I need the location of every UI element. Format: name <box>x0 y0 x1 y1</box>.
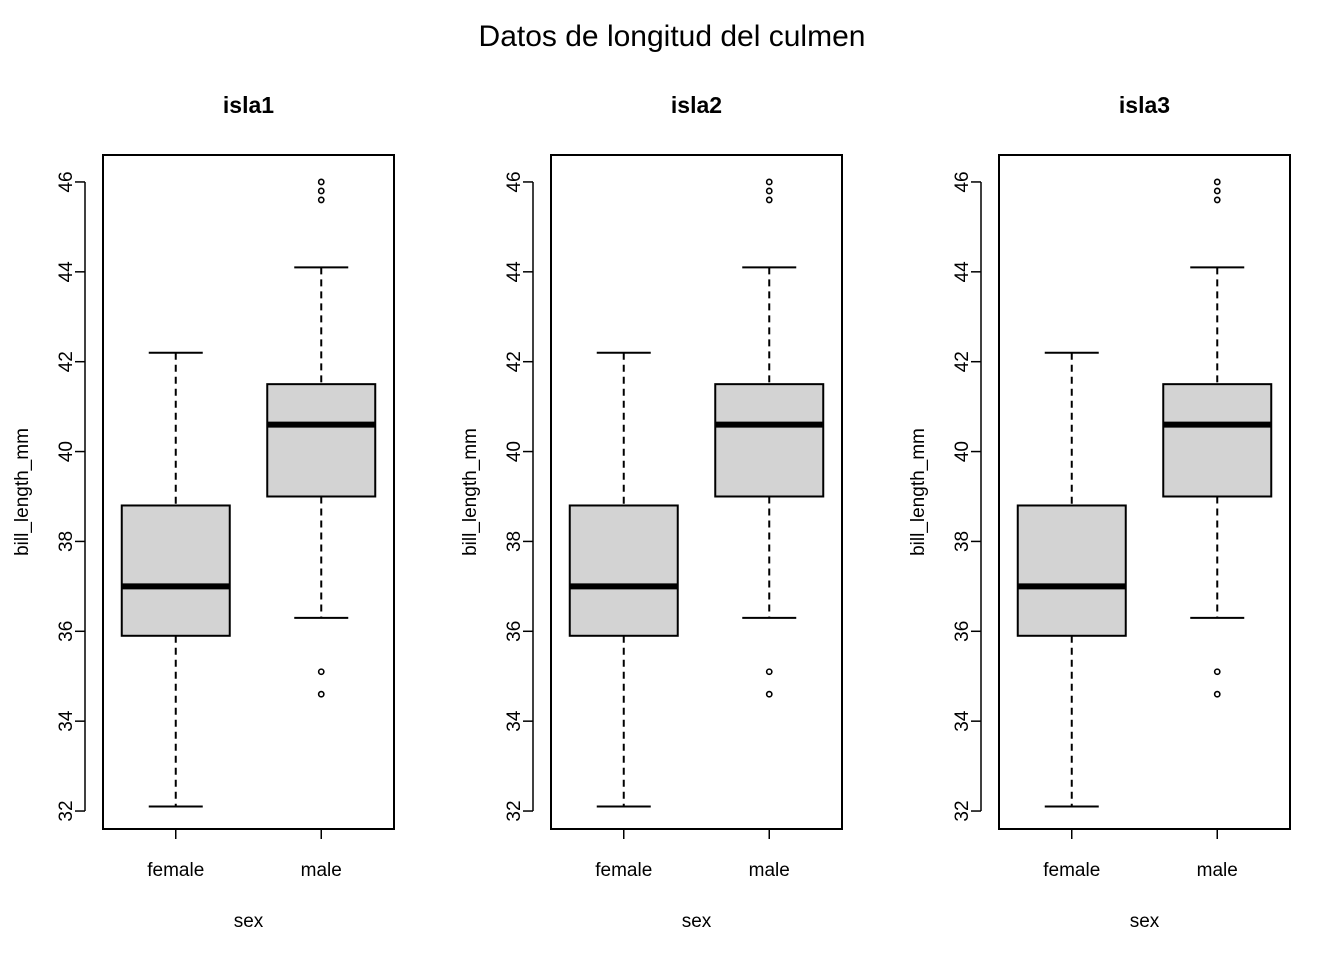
outlier-point <box>1213 178 1221 186</box>
panel-3: isla3 32 34 36 38 40 42 44 46 bill_length_mmfemal… <box>908 92 1291 932</box>
y-tick-label: 42 <box>56 351 77 372</box>
y-tick-label: 34 <box>504 710 525 732</box>
outlier-point <box>1213 196 1221 204</box>
outlier-point <box>1213 690 1221 698</box>
y-tick-label: 44 <box>56 261 77 283</box>
box-male <box>1162 178 1273 698</box>
box-female <box>1016 351 1127 808</box>
y-tick-label: 34 <box>952 710 973 732</box>
outlier-point <box>1213 187 1221 195</box>
box-female <box>120 351 231 808</box>
y-axis-label: bill_length_mm <box>908 428 929 556</box>
y-tick-label: 32 <box>504 800 525 821</box>
panel-title: isla2 <box>671 92 722 118</box>
plot-frame <box>550 154 843 830</box>
y-tick-label: 44 <box>952 261 973 283</box>
outlier-point <box>317 690 325 698</box>
x-tick-label: male <box>301 860 342 881</box>
panels-group: isla1 32 34 36 38 40 42 44 46 bill_length_mmfemal… <box>12 92 1291 932</box>
y-tick-label: 36 <box>504 621 525 642</box>
panel-title: isla3 <box>1119 92 1170 118</box>
outlier-point <box>317 187 325 195</box>
plot-frame <box>102 154 395 830</box>
y-tick-label: 38 <box>56 531 77 552</box>
y-tick-label: 38 <box>952 531 973 552</box>
iqr-box <box>120 504 231 637</box>
y-tick-label: 34 <box>56 710 77 732</box>
y-tick-label: 46 <box>56 171 77 192</box>
y-tick-label: 40 <box>504 441 525 462</box>
iqr-box <box>568 504 679 637</box>
panel-title: isla1 <box>223 92 274 118</box>
x-tick-label: female <box>1043 860 1100 881</box>
outlier-point <box>317 178 325 186</box>
outlier-point <box>765 187 773 195</box>
outlier-point <box>317 196 325 204</box>
y-tick-label: 44 <box>504 261 525 283</box>
outlier-point <box>317 668 325 676</box>
y-tick-label: 40 <box>952 441 973 462</box>
y-tick-label: 38 <box>504 531 525 552</box>
x-axis-label: sex <box>682 911 712 932</box>
y-tick-label: 32 <box>56 800 77 821</box>
y-tick-label: 36 <box>56 621 77 642</box>
y-axis-label: bill_length_mm <box>460 428 481 556</box>
chart-title: Datos de longitud del culmen <box>479 20 866 53</box>
iqr-box <box>1016 504 1127 637</box>
x-tick-label: male <box>749 860 790 881</box>
y-tick-label: 46 <box>952 171 973 192</box>
x-axis-label: sex <box>234 911 264 932</box>
panel-2: isla2 32 34 36 38 40 42 44 46 bill_length_mmfemal… <box>460 92 843 932</box>
y-tick-label: 46 <box>504 171 525 192</box>
box-male <box>266 178 377 698</box>
iqr-box <box>714 383 825 498</box>
y-tick-label: 36 <box>952 621 973 642</box>
box-female <box>568 351 679 808</box>
box-male <box>714 178 825 698</box>
panel-1: isla1 32 34 36 38 40 42 44 46 bill_length_mmfemal… <box>12 92 395 932</box>
plot-frame <box>998 154 1291 830</box>
iqr-box <box>1162 383 1273 498</box>
y-tick-label: 40 <box>56 441 77 462</box>
outlier-point <box>1213 668 1221 676</box>
outlier-point <box>765 668 773 676</box>
x-axis-label: sex <box>1130 911 1160 932</box>
y-axis-label: bill_length_mm <box>12 428 33 556</box>
y-tick-label: 42 <box>504 351 525 372</box>
y-tick-label: 32 <box>952 800 973 821</box>
iqr-box <box>266 383 377 498</box>
outlier-point <box>765 196 773 204</box>
y-tick-label: 42 <box>952 351 973 372</box>
x-tick-label: male <box>1197 860 1238 881</box>
outlier-point <box>765 178 773 186</box>
x-tick-label: female <box>595 860 652 881</box>
outlier-point <box>765 690 773 698</box>
x-tick-label: female <box>147 860 204 881</box>
